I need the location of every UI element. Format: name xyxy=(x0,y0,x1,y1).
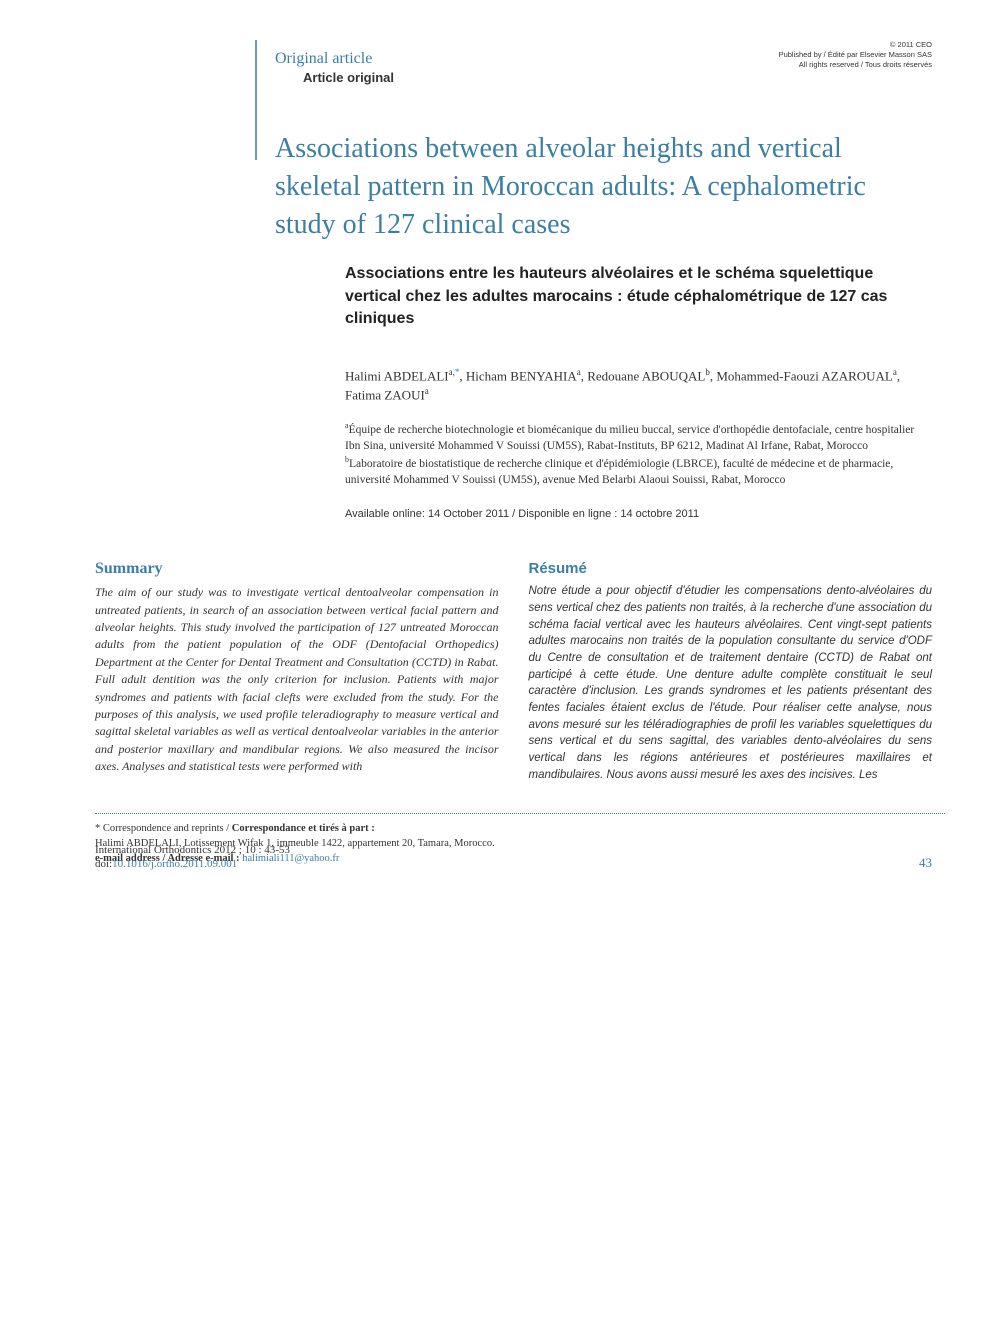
journal-citation: International Orthodontics 2012 ; 10 : 4… xyxy=(95,843,290,857)
copyright-line: © 2011 CEO xyxy=(779,40,932,50)
corr-label-en: * Correspondence and reprints / xyxy=(95,823,232,834)
doi-link[interactable]: 10.1016/j.ortho.2011.09.001 xyxy=(112,858,237,870)
affiliation-text: Équipe de recherche biotechnologie et bi… xyxy=(345,424,914,452)
journal-page: © 2011 CEO Published by / Édité par Else… xyxy=(0,0,992,906)
resume-heading: Résumé xyxy=(529,560,933,577)
authors-list: Halimi ABDELALIa,*, Hicham BENYAHIAa, Re… xyxy=(345,366,932,406)
summary-column: Summary The aim of our study was to inve… xyxy=(95,560,499,783)
affiliation-a: aÉquipe de recherche biotechnologie et b… xyxy=(345,420,932,454)
affiliation-b: bLaboratoire de biostatistique de recher… xyxy=(345,454,932,488)
corr-label-fr: Correspondance et tirés à part : xyxy=(232,823,375,834)
affiliation-text: Laboratoire de biostatistique de recherc… xyxy=(345,458,893,486)
correspondence-label: * Correspondence and reprints / Correspo… xyxy=(95,822,932,837)
summary-heading: Summary xyxy=(95,560,499,578)
page-footer: International Orthodontics 2012 ; 10 : 4… xyxy=(95,843,932,872)
page-number: 43 xyxy=(919,855,932,871)
copyright-line: Published by / Édité par Elsevier Masson… xyxy=(779,50,932,60)
doi-prefix: doi: xyxy=(95,858,112,870)
resume-column: Résumé Notre étude a pour objectif d'étu… xyxy=(529,560,933,783)
footer-citation: International Orthodontics 2012 ; 10 : 4… xyxy=(95,843,290,872)
abstracts-row: Summary The aim of our study was to inve… xyxy=(95,560,932,783)
article-type-fr: Article original xyxy=(303,70,932,85)
copyright-line: All rights reserved / Tous droits réserv… xyxy=(779,60,932,70)
affiliations-block: aÉquipe de recherche biotechnologie et b… xyxy=(345,420,932,488)
copyright-block: © 2011 CEO Published by / Édité par Else… xyxy=(779,40,932,69)
doi-line: doi:10.1016/j.ortho.2011.09.001 xyxy=(95,857,290,871)
article-title-en: Associations between alveolar heights an… xyxy=(275,130,932,243)
article-title-fr: Associations entre les hauteurs alvéolai… xyxy=(345,263,932,330)
vertical-rule xyxy=(255,40,257,160)
resume-text: Notre étude a pour objectif d'étudier le… xyxy=(529,583,933,783)
availability-line: Available online: 14 October 2011 / Disp… xyxy=(345,508,932,520)
dotted-separator xyxy=(95,813,945,814)
summary-text: The aim of our study was to investigate … xyxy=(95,584,499,775)
